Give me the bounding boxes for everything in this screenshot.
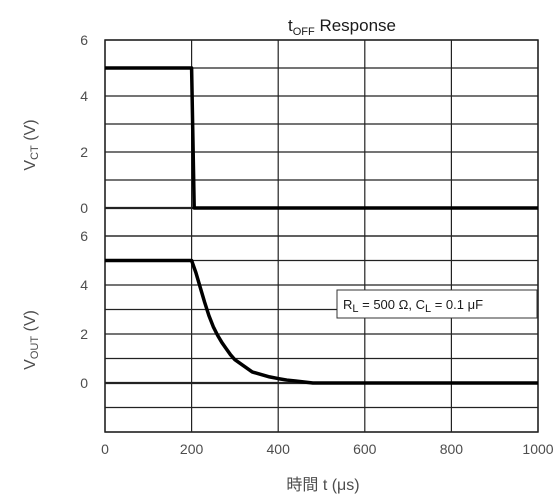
series-layer bbox=[105, 66, 538, 385]
annotation-box: RL = 500 Ω, CL = 0.1 μF bbox=[336, 289, 538, 319]
y-tick-label: 2 bbox=[80, 144, 88, 160]
plot-frame bbox=[104, 39, 539, 433]
x-tick-label: 1000 bbox=[522, 441, 553, 457]
y-tick-label: 0 bbox=[80, 375, 88, 391]
grid bbox=[104, 39, 539, 433]
chart-title: tOFF Response bbox=[288, 16, 396, 38]
y-tick-label: 4 bbox=[80, 277, 88, 293]
x-axis-label: 時間 t (μs) bbox=[286, 476, 359, 494]
tick-labels: 0 200 400 600 800 1000 0 2 4 6 0 2 4 6 bbox=[80, 32, 554, 457]
panel-2-ylabel: VOUT (V) bbox=[22, 310, 41, 370]
y-tick-label: 4 bbox=[80, 88, 88, 104]
y-tick-label: 2 bbox=[80, 326, 88, 342]
x-tick-label: 600 bbox=[353, 441, 377, 457]
series-line bbox=[105, 66, 538, 210]
series-line bbox=[105, 258, 538, 385]
y-tick-label: 6 bbox=[80, 32, 88, 48]
x-tick-label: 400 bbox=[267, 441, 291, 457]
x-tick-label: 0 bbox=[101, 441, 109, 457]
x-tick-label: 200 bbox=[180, 441, 204, 457]
x-tick-label: 800 bbox=[440, 441, 464, 457]
annotation-text: RL = 500 Ω, CL = 0.1 μF bbox=[343, 297, 483, 315]
panel-1-ylabel: VCT (V) bbox=[22, 119, 41, 170]
y-tick-label: 6 bbox=[80, 228, 88, 244]
y-tick-label: 0 bbox=[80, 200, 88, 216]
